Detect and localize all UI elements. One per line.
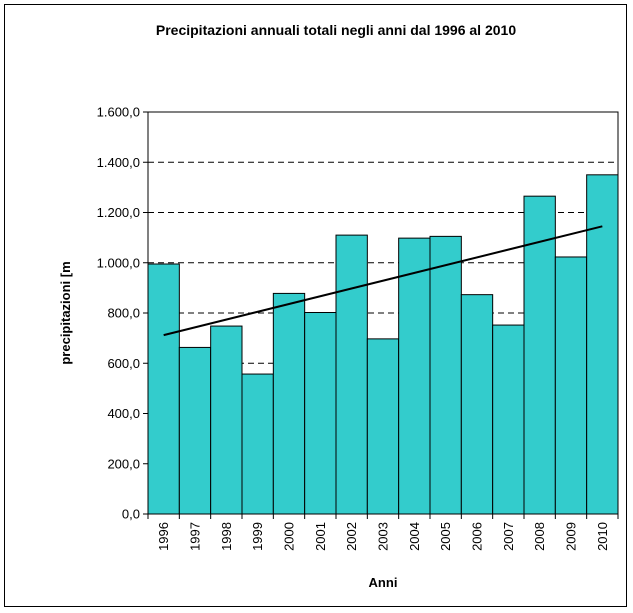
bar-2002 [335, 234, 368, 515]
bar-2004 [398, 237, 431, 515]
x-tick-label: 2000 [282, 522, 297, 551]
x-tick-label: 1999 [250, 522, 265, 551]
bar-2001 [304, 311, 337, 515]
y-tick-label: 1.600,0 [97, 105, 140, 120]
bar-1999 [241, 373, 274, 515]
x-tick-label: 2009 [564, 522, 579, 551]
y-tick-label: 1.200,0 [97, 205, 140, 220]
x-tick-label: 2003 [376, 522, 391, 551]
x-tick-label: 2005 [438, 522, 453, 551]
bar-2007 [492, 324, 525, 515]
bar-2009 [554, 256, 588, 515]
x-tick-label: 2008 [532, 522, 547, 551]
y-tick-label: 400,0 [107, 406, 140, 421]
y-tick-label: 200,0 [107, 456, 140, 471]
bar-2000 [272, 292, 306, 515]
bars [147, 174, 619, 515]
x-tick-label: 2010 [595, 522, 610, 551]
bar-1997 [178, 346, 212, 515]
x-tick-label: 1998 [219, 522, 234, 551]
x-tick-label: 2004 [407, 522, 422, 551]
chart-title: Precipitazioni annuali totali negli anni… [156, 22, 516, 38]
x-axis-ticks: 1996 1997 1998 1999 2000 2001 2002 2003 2004 2005… [147, 514, 619, 551]
bar-1996 [147, 263, 180, 515]
bar-2010 [586, 174, 619, 515]
bar-2005 [429, 235, 462, 515]
x-tick-label: 1997 [188, 522, 203, 551]
y-tick-label: 600,0 [107, 356, 140, 371]
x-tick-label: 2006 [470, 522, 485, 551]
x-tick-label: 2001 [313, 522, 328, 551]
y-tick-label: 1.400,0 [97, 155, 140, 170]
y-tick-label: 800,0 [107, 306, 140, 321]
y-axis-ticks: 0,0 200,0 400,0 600,0 800,0 1.000,0 1.200,0 1.4… [97, 105, 148, 522]
x-tick-label: 2002 [344, 522, 359, 551]
trend-line [163, 225, 603, 337]
y-tick-label: 1.000,0 [97, 255, 140, 270]
x-tick-label: 1996 [156, 522, 171, 551]
bar-2006 [460, 294, 494, 515]
x-tick-label: 2007 [501, 522, 516, 551]
y-axis-label: precipitazioni [m [58, 261, 73, 364]
bar-1998 [210, 325, 243, 515]
bar-2003 [366, 338, 400, 515]
x-axis-label: Anni [369, 575, 398, 590]
y-tick-label: 0,0 [122, 507, 140, 522]
